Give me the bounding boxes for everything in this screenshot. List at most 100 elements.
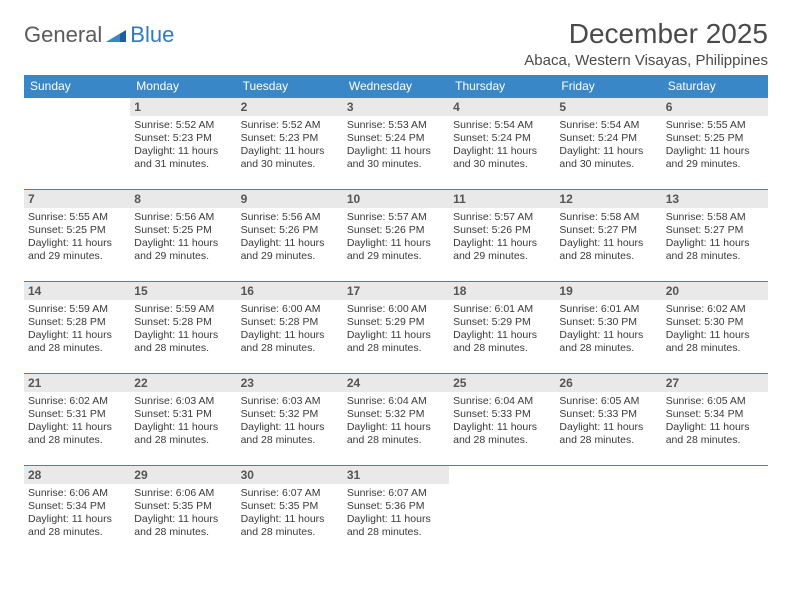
sunrise-line: Sunrise: 5:52 AM <box>134 119 232 132</box>
calendar-cell: 18Sunrise: 6:01 AMSunset: 5:29 PMDayligh… <box>449 281 555 373</box>
calendar-row: 7Sunrise: 5:55 AMSunset: 5:25 PMDaylight… <box>24 189 768 281</box>
daylight-line: Daylight: 11 hours and 28 minutes. <box>453 329 551 355</box>
daylight-line: Daylight: 11 hours and 28 minutes. <box>134 421 232 447</box>
sunset-line: Sunset: 5:34 PM <box>666 408 764 421</box>
brand-mark-icon <box>106 28 126 47</box>
calendar-cell: 2Sunrise: 5:52 AMSunset: 5:23 PMDaylight… <box>237 97 343 189</box>
daylight-line: Daylight: 11 hours and 29 minutes. <box>241 237 339 263</box>
sunset-line: Sunset: 5:25 PM <box>134 224 232 237</box>
day-number: 16 <box>237 282 343 300</box>
brand-part1: General <box>24 22 102 48</box>
sunrise-line: Sunrise: 5:55 AM <box>666 119 764 132</box>
day-number: 19 <box>555 282 661 300</box>
calendar-head: SundayMondayTuesdayWednesdayThursdayFrid… <box>24 75 768 97</box>
sunset-line: Sunset: 5:31 PM <box>28 408 126 421</box>
sunrise-line: Sunrise: 5:56 AM <box>241 211 339 224</box>
day-number: 8 <box>130 190 236 208</box>
sunrise-line: Sunrise: 5:59 AM <box>134 303 232 316</box>
day-number: 11 <box>449 190 555 208</box>
month-title: December 2025 <box>524 18 768 50</box>
daylight-line: Daylight: 11 hours and 28 minutes. <box>241 329 339 355</box>
daylight-line: Daylight: 11 hours and 28 minutes. <box>666 421 764 447</box>
sunset-line: Sunset: 5:32 PM <box>347 408 445 421</box>
sunset-line: Sunset: 5:28 PM <box>241 316 339 329</box>
daylight-line: Daylight: 11 hours and 28 minutes. <box>28 513 126 539</box>
daylight-line: Daylight: 11 hours and 30 minutes. <box>241 145 339 171</box>
day-number: 15 <box>130 282 236 300</box>
daylight-line: Daylight: 11 hours and 28 minutes. <box>347 329 445 355</box>
day-number: 30 <box>237 466 343 484</box>
calendar-cell: 16 Sunrise: 6:00 AMSunset: 5:28 PMDayligh… <box>237 281 343 373</box>
sunset-line: Sunset: 5:30 PM <box>666 316 764 329</box>
sunset-line: Sunset: 5:34 PM <box>28 500 126 513</box>
sunset-line: Sunset: 5:36 PM <box>347 500 445 513</box>
sunrise-line: Sunrise: 5:57 AM <box>347 211 445 224</box>
sunset-line: Sunset: 5:28 PM <box>134 316 232 329</box>
day-number: 27 <box>662 374 768 392</box>
sunrise-line: Sunrise: 6:06 AM <box>134 487 232 500</box>
day-number: 21 <box>24 374 130 392</box>
sunrise-line: Sunrise: 6:00 AM <box>241 303 339 316</box>
sunrise-line: Sunrise: 6:02 AM <box>666 303 764 316</box>
calendar-cell: 8Sunrise: 5:56 AMSunset: 5:25 PMDaylight… <box>130 189 236 281</box>
calendar-cell: 17Sunrise: 6:00 AMSunset: 5:29 PMDayligh… <box>343 281 449 373</box>
calendar-cell: 24Sunrise: 6:04 AMSunset: 5:32 PMDayligh… <box>343 373 449 465</box>
day-number: 13 <box>662 190 768 208</box>
daylight-line: Daylight: 11 hours and 28 minutes. <box>241 513 339 539</box>
weekday-header: Tuesday <box>237 75 343 97</box>
day-number: 14 <box>24 282 130 300</box>
sunrise-line: Sunrise: 6:02 AM <box>28 395 126 408</box>
calendar-table: SundayMondayTuesdayWednesdayThursdayFrid… <box>24 75 768 557</box>
day-number: 1 <box>130 98 236 116</box>
daylight-line: Daylight: 11 hours and 28 minutes. <box>28 329 126 355</box>
calendar-cell <box>24 97 130 189</box>
calendar-cell: 12Sunrise: 5:58 AMSunset: 5:27 PMDayligh… <box>555 189 661 281</box>
calendar-cell: 29Sunrise: 6:06 AMSunset: 5:35 PMDayligh… <box>130 465 236 557</box>
sunrise-line: Sunrise: 6:01 AM <box>453 303 551 316</box>
sunrise-line: Sunrise: 6:07 AM <box>241 487 339 500</box>
calendar-cell: 19Sunrise: 6:01 AMSunset: 5:30 PMDayligh… <box>555 281 661 373</box>
day-number: 31 <box>343 466 449 484</box>
sunset-line: Sunset: 5:24 PM <box>453 132 551 145</box>
calendar-cell: 26Sunrise: 6:05 AMSunset: 5:33 PMDayligh… <box>555 373 661 465</box>
calendar-cell <box>662 465 768 557</box>
sunrise-line: Sunrise: 5:55 AM <box>28 211 126 224</box>
sunrise-line: Sunrise: 6:03 AM <box>134 395 232 408</box>
day-number: 24 <box>343 374 449 392</box>
daylight-line: Daylight: 11 hours and 30 minutes. <box>453 145 551 171</box>
sunrise-line: Sunrise: 5:56 AM <box>134 211 232 224</box>
sunset-line: Sunset: 5:26 PM <box>347 224 445 237</box>
daylight-line: Daylight: 11 hours and 29 minutes. <box>347 237 445 263</box>
calendar-cell: 25Sunrise: 6:04 AMSunset: 5:33 PMDayligh… <box>449 373 555 465</box>
calendar-cell: 22Sunrise: 6:03 AMSunset: 5:31 PMDayligh… <box>130 373 236 465</box>
sunset-line: Sunset: 5:27 PM <box>666 224 764 237</box>
calendar-cell: 7Sunrise: 5:55 AMSunset: 5:25 PMDaylight… <box>24 189 130 281</box>
calendar-cell: 28Sunrise: 6:06 AMSunset: 5:34 PMDayligh… <box>24 465 130 557</box>
calendar-cell: 4Sunrise: 5:54 AMSunset: 5:24 PMDaylight… <box>449 97 555 189</box>
day-number: 29 <box>130 466 236 484</box>
sunset-line: Sunset: 5:32 PM <box>241 408 339 421</box>
daylight-line: Daylight: 11 hours and 28 minutes. <box>559 421 657 447</box>
calendar-cell: 1Sunrise: 5:52 AMSunset: 5:23 PMDaylight… <box>130 97 236 189</box>
sunset-line: Sunset: 5:33 PM <box>453 408 551 421</box>
calendar-cell: 30Sunrise: 6:07 AMSunset: 5:35 PMDayligh… <box>237 465 343 557</box>
sunset-line: Sunset: 5:24 PM <box>347 132 445 145</box>
sunrise-line: Sunrise: 6:05 AM <box>559 395 657 408</box>
calendar-cell <box>555 465 661 557</box>
daylight-line: Daylight: 11 hours and 30 minutes. <box>347 145 445 171</box>
brand-logo: General Blue <box>24 18 174 48</box>
calendar-cell: 27Sunrise: 6:05 AMSunset: 5:34 PMDayligh… <box>662 373 768 465</box>
sunset-line: Sunset: 5:31 PM <box>134 408 232 421</box>
day-number: 10 <box>343 190 449 208</box>
day-number: 23 <box>237 374 343 392</box>
calendar-cell: 23Sunrise: 6:03 AMSunset: 5:32 PMDayligh… <box>237 373 343 465</box>
sunrise-line: Sunrise: 6:04 AM <box>453 395 551 408</box>
sunrise-line: Sunrise: 6:03 AM <box>241 395 339 408</box>
day-number: 17 <box>343 282 449 300</box>
weekday-header: Friday <box>555 75 661 97</box>
sunrise-line: Sunrise: 6:06 AM <box>28 487 126 500</box>
daylight-line: Daylight: 11 hours and 28 minutes. <box>559 237 657 263</box>
daylight-line: Daylight: 11 hours and 29 minutes. <box>666 145 764 171</box>
sunrise-line: Sunrise: 6:04 AM <box>347 395 445 408</box>
header: General Blue December 2025 Abaca, Wester… <box>24 18 768 69</box>
